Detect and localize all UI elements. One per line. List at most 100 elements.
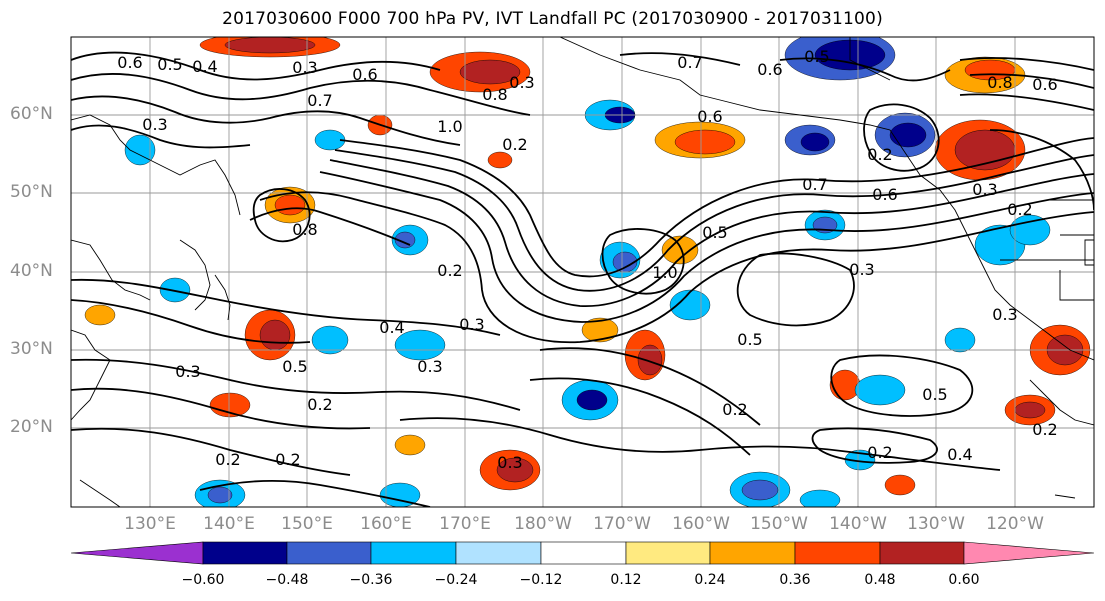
lon-label: 130°W bbox=[907, 514, 965, 534]
map-title: 2017030600 F000 700 hPa PV, IVT Landfall… bbox=[222, 9, 883, 29]
contour-label: 0.7 bbox=[677, 53, 702, 72]
contour-label: 0.3 bbox=[992, 305, 1017, 324]
contour-label: 0.3 bbox=[972, 180, 997, 199]
contour-label: 0.8 bbox=[292, 220, 317, 239]
colorbar-segment bbox=[540, 541, 627, 565]
contour-label: 1.0 bbox=[437, 117, 462, 136]
pv-anomaly-blob bbox=[394, 329, 446, 361]
lon-label: 170°E bbox=[439, 514, 491, 534]
contour-labels: 0.6 0.5 0.4 0.3 0.60.70.30.81.00.30.60.50.70… bbox=[117, 47, 1057, 472]
pv-contours bbox=[71, 51, 1094, 507]
pv-anomaly-blob bbox=[829, 369, 861, 401]
pv-anomaly-blob bbox=[224, 37, 316, 54]
contour-label: 0.2 bbox=[1032, 420, 1057, 439]
pv-anomaly-blob bbox=[487, 151, 513, 169]
contour-label: 0.7 bbox=[802, 175, 827, 194]
colorbar-tick-label: 0.12 bbox=[610, 572, 642, 588]
pv-anomaly-blob bbox=[889, 122, 927, 148]
lon-label: 150°W bbox=[750, 514, 808, 534]
contour-label: 0.2 bbox=[867, 443, 892, 462]
colorbar-segment bbox=[455, 541, 542, 565]
contour-label: 0.2 bbox=[215, 450, 240, 469]
pv-anomaly-blob bbox=[207, 486, 233, 504]
lon-label: 140°E bbox=[203, 514, 255, 534]
contour-label: 0.8 bbox=[482, 85, 507, 104]
contour-label: 0.3 bbox=[509, 73, 534, 92]
contour-label: 0.3 bbox=[292, 58, 317, 77]
contour-label: 0.3 bbox=[497, 453, 522, 472]
contour-label: 0.2 bbox=[437, 261, 462, 280]
colorbar-tick-label: −0.48 bbox=[265, 572, 309, 588]
colorbar-tick-label: 0.60 bbox=[948, 572, 980, 588]
contour-label: 0.6 bbox=[697, 107, 722, 126]
contour-label: 0.2 bbox=[502, 135, 527, 154]
pv-anomaly-blob bbox=[394, 434, 426, 456]
lon-label: 130°E bbox=[124, 514, 176, 534]
pv-anomaly-blob bbox=[669, 289, 711, 321]
contour-label: 0.6 bbox=[1032, 75, 1057, 94]
pv-anomaly-blob bbox=[581, 317, 619, 343]
contour-label: 0.2 bbox=[722, 400, 747, 419]
pv-anomaly-blob bbox=[496, 457, 534, 483]
contour-label: 0.3 bbox=[175, 362, 200, 381]
contour-label: 0.5 bbox=[282, 357, 307, 376]
lat-label: 20°N bbox=[10, 417, 53, 437]
contour-label: 0.4 bbox=[947, 445, 972, 464]
lat-label: 50°N bbox=[10, 182, 53, 202]
contour-label: 0.3 bbox=[849, 260, 874, 279]
colorbar-segment bbox=[709, 541, 796, 565]
lat-label: 40°N bbox=[10, 261, 53, 281]
contour-label: 0.5 bbox=[737, 330, 762, 349]
colorbar-segment bbox=[202, 541, 288, 565]
contour-label: 1.0 bbox=[652, 263, 677, 282]
colorbar bbox=[70, 541, 1095, 565]
colorbar-segment bbox=[286, 541, 372, 565]
lat-label: 30°N bbox=[10, 339, 53, 359]
colorbar-tick-label: −0.24 bbox=[434, 572, 478, 588]
contour-label: 0.7 bbox=[307, 91, 332, 110]
pv-anomaly-blob bbox=[394, 231, 416, 249]
colorbar-tick-label: 0.48 bbox=[864, 572, 896, 588]
pv-anomaly-blob bbox=[259, 319, 291, 351]
contour-label: 0.3 bbox=[417, 357, 442, 376]
lon-label: 140°W bbox=[829, 514, 887, 534]
pv-anomaly-blob bbox=[741, 479, 779, 501]
plot-frame bbox=[70, 36, 1095, 508]
contour-label: 0.5 bbox=[922, 385, 947, 404]
lon-label: 180°W bbox=[514, 514, 572, 534]
pv-anomaly-blob bbox=[274, 194, 306, 216]
contour-label: 0.8 bbox=[987, 73, 1012, 92]
pv-anomaly-blob bbox=[800, 132, 830, 152]
colorbar-segment bbox=[963, 541, 1095, 565]
lon-label: 160°W bbox=[672, 514, 730, 534]
pv-anomaly-blob bbox=[311, 325, 349, 355]
contour-label: 0.5 bbox=[157, 55, 182, 74]
lon-label: 170°W bbox=[593, 514, 651, 534]
lon-label: 120°W bbox=[986, 514, 1044, 534]
pv-anomaly-blob bbox=[854, 374, 906, 406]
colorbar-segment bbox=[370, 541, 457, 565]
pv-anomaly-blob bbox=[799, 489, 841, 507]
pv-anomaly-blob bbox=[884, 474, 916, 496]
contour-label: 0.5 bbox=[804, 47, 829, 66]
pv-anomaly-blob bbox=[209, 392, 251, 418]
contour-label: 0.2 bbox=[275, 450, 300, 469]
pv-anomaly-blob bbox=[674, 129, 736, 155]
lat-label: 60°N bbox=[10, 104, 53, 124]
colorbar-tick-label: −0.12 bbox=[519, 572, 563, 588]
pv-anomaly-blob bbox=[661, 235, 699, 265]
pv-anomaly-blob bbox=[379, 482, 421, 507]
colorbar-segment bbox=[625, 541, 711, 565]
pv-anomaly-blob bbox=[576, 389, 608, 411]
pv-anomaly-blob bbox=[124, 134, 156, 166]
contour-label: 0.6 bbox=[757, 60, 782, 79]
contour-label: 0.2 bbox=[1007, 200, 1032, 219]
contour-label: 0.6 bbox=[117, 53, 142, 72]
pv-anomaly-blob bbox=[1009, 214, 1051, 246]
colorbar-tick-label: 0.36 bbox=[779, 572, 811, 588]
contour-label: 0.2 bbox=[867, 145, 892, 164]
pv-anomaly-blob bbox=[944, 327, 976, 353]
colorbar-segment bbox=[879, 541, 965, 565]
colorbar-segment bbox=[70, 541, 204, 565]
